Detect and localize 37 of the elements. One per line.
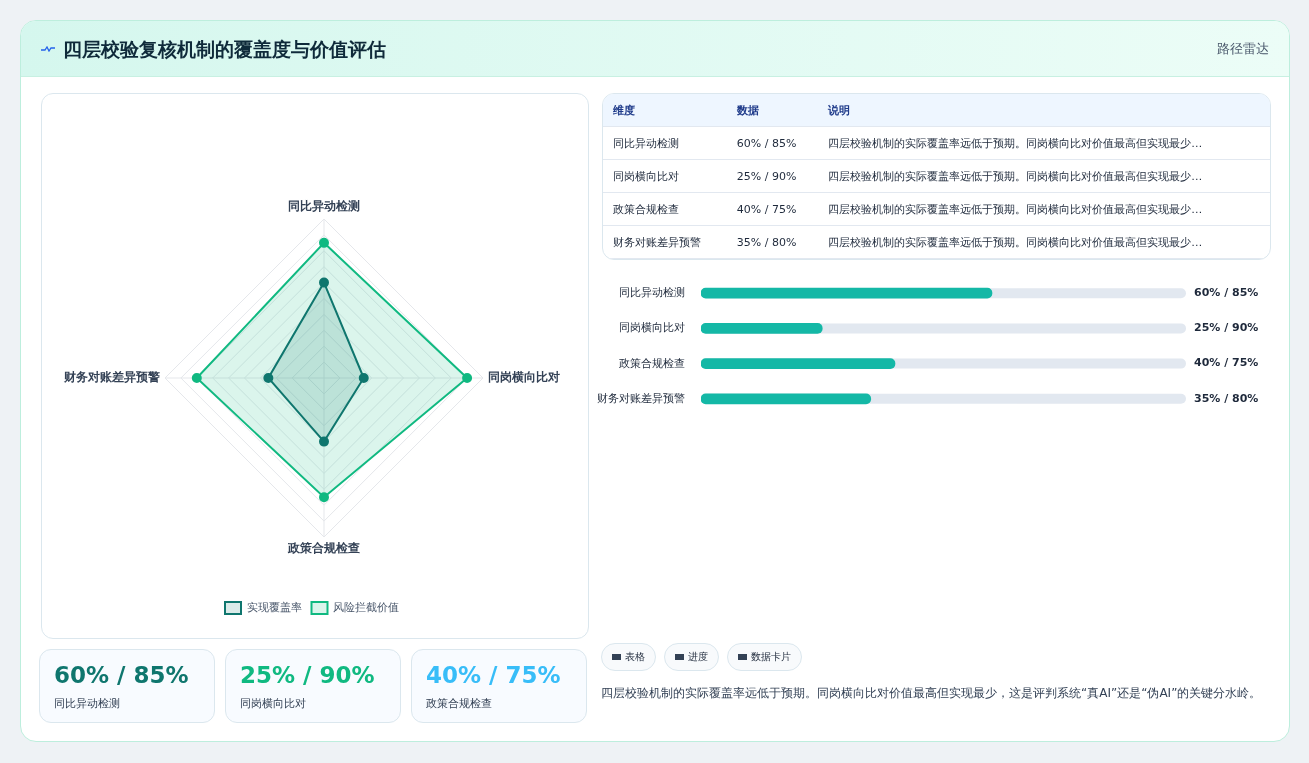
text: 同比异动检测: [54, 696, 120, 711]
spoke-label: 同比异动检测: [288, 198, 360, 213]
text: 四层校验机制的实际覆盖率远低于预期。同岗横向比对价值最高但实现最少…: [818, 159, 1270, 193]
text: 25% / 90%: [726, 159, 819, 193]
text: 四层校验机制的实际覆盖率远低于预期。同岗横向比对价值最高但实现最少，这是评判系统“真AI”还是“伪AI”的关键分水岭。: [601, 685, 1263, 702]
text: 60% / 85%: [726, 126, 819, 160]
legend-label: 风险拦截价值: [333, 601, 399, 614]
y-tick-label: 政策合规检查: [619, 356, 685, 369]
text: 四层校验机制的实际覆盖率远低于预期。同岗横向比对价值最高但实现最少…: [818, 192, 1270, 226]
text: 进度: [664, 643, 719, 671]
text: 40% / 75%: [426, 662, 561, 688]
text: 数据卡片: [727, 643, 802, 671]
spoke-label: 政策合规检查: [287, 541, 360, 556]
text: 四层校验复核机制的覆盖度与价值评估: [63, 37, 386, 62]
text: 维度: [603, 94, 727, 127]
text: 四层校验机制的实际覆盖率远低于预期。同岗横向比对价值最高但实现最少…: [818, 225, 1270, 259]
data-label: 40% / 75%: [1194, 356, 1259, 370]
data-label: 60% / 85%: [1194, 286, 1259, 300]
text: 25% / 90%: [240, 662, 375, 688]
text: 四层校验机制的实际覆盖率远低于预期。同岗横向比对价值最高但实现最少…: [818, 126, 1270, 160]
text: 数据: [726, 94, 819, 127]
legend-label: 实现覆盖率: [246, 601, 302, 614]
text: 政策合规检查: [426, 696, 492, 711]
text: 路径雷达: [1217, 40, 1269, 58]
text: 表格: [601, 643, 656, 671]
data-label: 35% / 80%: [1194, 391, 1259, 405]
text: 40% / 75%: [726, 192, 819, 226]
y-tick-label: 财务对账差异预警: [597, 391, 685, 404]
y-tick-label: 同岗横向比对: [619, 321, 685, 334]
text: 35% / 80%: [726, 225, 819, 259]
text: 说明: [818, 94, 1270, 127]
data-label: 25% / 90%: [1194, 321, 1259, 335]
spoke-label: 同岗横向比对: [488, 370, 560, 385]
text: 60% / 85%: [54, 662, 189, 688]
y-tick-label: 同比异动检测: [619, 286, 685, 299]
spoke-label: 财务对账差异预警: [63, 370, 160, 385]
text: 同岗横向比对: [240, 696, 306, 711]
